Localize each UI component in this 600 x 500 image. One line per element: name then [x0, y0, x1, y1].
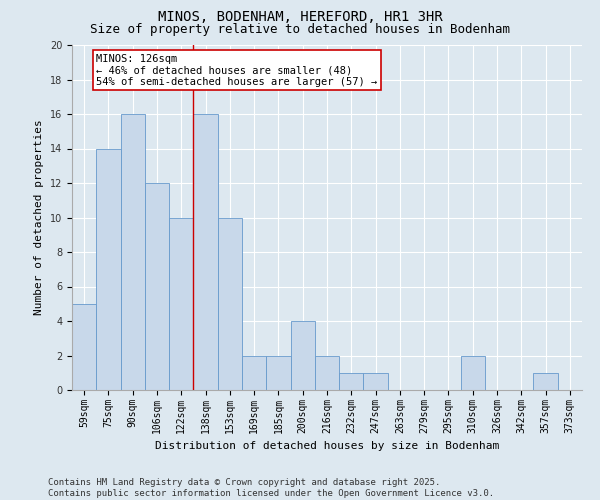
Bar [242, 356, 266, 390]
Bar [533, 373, 558, 390]
Bar [339, 373, 364, 390]
Text: MINOS, BODENHAM, HEREFORD, HR1 3HR: MINOS, BODENHAM, HEREFORD, HR1 3HR [158, 10, 442, 24]
Bar [290, 321, 315, 390]
Bar [169, 218, 193, 390]
Bar [266, 356, 290, 390]
Bar [72, 304, 96, 390]
Text: Contains HM Land Registry data © Crown copyright and database right 2025.
Contai: Contains HM Land Registry data © Crown c… [48, 478, 494, 498]
X-axis label: Distribution of detached houses by size in Bodenham: Distribution of detached houses by size … [155, 441, 499, 451]
Bar [461, 356, 485, 390]
Y-axis label: Number of detached properties: Number of detached properties [34, 120, 44, 316]
Bar [193, 114, 218, 390]
Bar [96, 148, 121, 390]
Text: MINOS: 126sqm
← 46% of detached houses are smaller (48)
54% of semi-detached hou: MINOS: 126sqm ← 46% of detached houses a… [96, 54, 377, 87]
Text: Size of property relative to detached houses in Bodenham: Size of property relative to detached ho… [90, 22, 510, 36]
Bar [218, 218, 242, 390]
Bar [121, 114, 145, 390]
Bar [364, 373, 388, 390]
Bar [145, 183, 169, 390]
Bar [315, 356, 339, 390]
